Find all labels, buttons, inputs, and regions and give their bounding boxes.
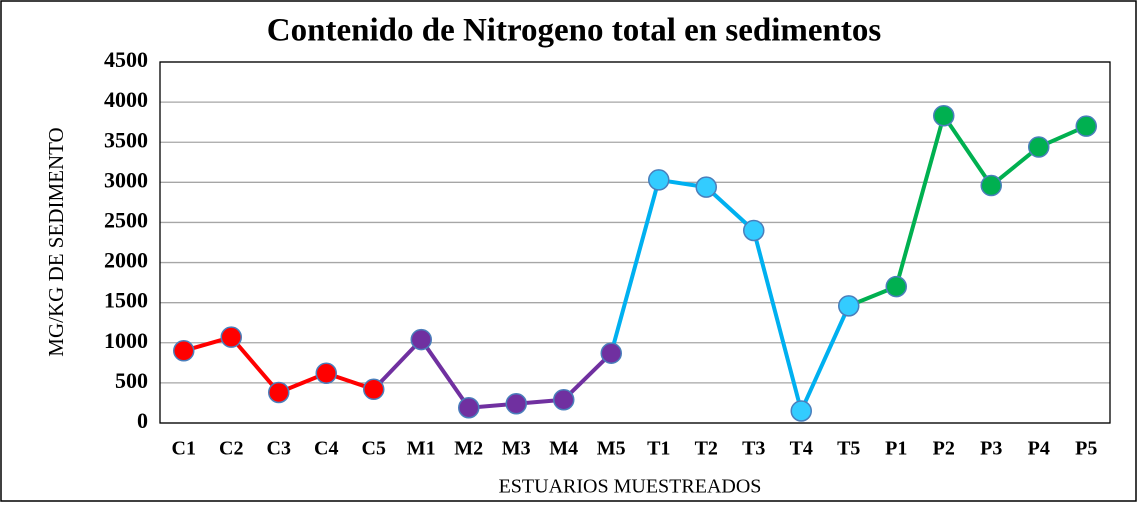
- x-axis-label: ESTUARIOS MUESTREADOS: [499, 476, 762, 498]
- marker: [743, 219, 765, 242]
- marker: [1075, 115, 1097, 137]
- marker: [695, 176, 717, 198]
- x-tick-label: M3: [502, 438, 531, 460]
- marker: [1028, 136, 1050, 158]
- y-tick-label: 4000: [104, 87, 148, 112]
- x-tick-label: T4: [790, 438, 813, 460]
- marker: [220, 326, 242, 348]
- y-tick-label: 500: [115, 368, 148, 393]
- marker: [363, 378, 385, 401]
- marker: [553, 388, 575, 411]
- marker: [648, 169, 670, 191]
- x-tick-label: P3: [980, 438, 1002, 460]
- marker: [980, 174, 1002, 197]
- x-tick-label: M4: [549, 438, 578, 460]
- marker: [885, 275, 907, 298]
- x-tick-label: C3: [267, 438, 291, 460]
- x-tick-label: M2: [454, 438, 483, 460]
- y-axis-label: MG/KG DE SEDIMENTO: [44, 127, 68, 356]
- marker: [268, 381, 290, 404]
- marker: [505, 392, 527, 415]
- y-tick-label: 0: [137, 408, 148, 433]
- x-tick-label: P2: [933, 438, 955, 460]
- x-tick-label: T3: [742, 438, 765, 460]
- line-segment: [609, 177, 851, 413]
- x-tick-label: C2: [219, 438, 243, 460]
- x-tick-label: C5: [362, 438, 386, 460]
- y-tick-label: 2500: [104, 207, 148, 232]
- y-tick-label: 3500: [104, 127, 148, 152]
- marker: [838, 295, 860, 317]
- y-tick-label: 2000: [104, 248, 148, 273]
- marker: [458, 397, 480, 419]
- x-tick-label: P1: [885, 438, 907, 460]
- marker: [315, 362, 337, 385]
- y-tick-label: 1000: [104, 328, 148, 353]
- x-tick-label: M1: [407, 438, 436, 460]
- plot-border: [159, 61, 1111, 424]
- x-tick-label: T1: [647, 438, 670, 460]
- y-tick-label: 1500: [104, 288, 148, 313]
- marker: [410, 328, 432, 351]
- x-tick-label: T5: [837, 438, 860, 460]
- marker: [173, 340, 195, 362]
- line-segment: [372, 337, 613, 410]
- x-tick-label: C1: [172, 438, 196, 460]
- marker: [933, 104, 955, 127]
- marker: [600, 342, 622, 364]
- x-tick-label: M5: [597, 438, 626, 460]
- x-tick-label: P5: [1075, 438, 1097, 460]
- y-tick-label: 3000: [104, 167, 148, 192]
- chart-title: Contenido de Nitrogeno total en sediment…: [267, 13, 882, 49]
- x-tick-label: C4: [314, 438, 338, 460]
- x-tick-label: P4: [1028, 438, 1050, 460]
- marker: [790, 400, 812, 422]
- x-tick-label: T2: [695, 438, 718, 460]
- y-tick-label: 4500: [104, 47, 148, 72]
